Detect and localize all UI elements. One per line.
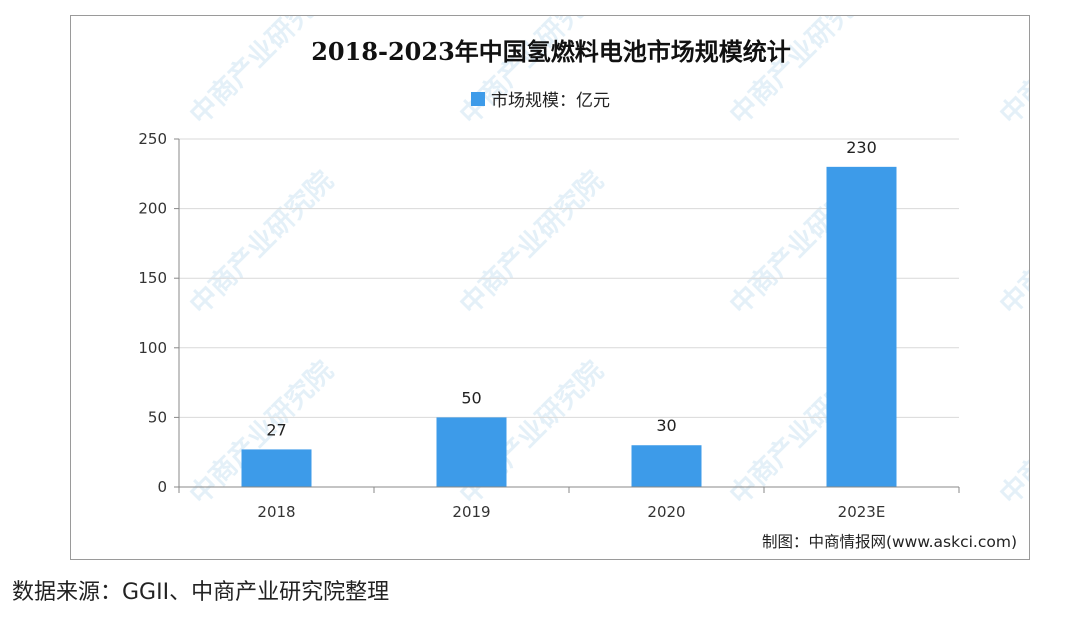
y-tick-label: 200 (138, 200, 167, 218)
y-tick-label: 0 (157, 478, 167, 496)
legend-label: 市场规模：亿元 (491, 91, 610, 111)
y-tick-label: 150 (138, 269, 167, 287)
y-tick-label: 250 (138, 130, 167, 148)
legend-swatch (471, 92, 485, 106)
data-label: 230 (846, 138, 877, 157)
watermark-text: 中商产业研究院 (453, 16, 609, 131)
x-tick-label: 2018 (257, 503, 295, 521)
source-note: 数据来源：GGII、中商产业研究院整理 (12, 580, 390, 605)
watermark-text: 中商产业研究院 (993, 16, 1030, 131)
watermark-text: 中商产业研究院 (183, 355, 339, 511)
bar-2023E (826, 166, 897, 487)
axes (178, 139, 960, 493)
legend: 市场规模：亿元 (471, 91, 610, 111)
bar-2019 (436, 417, 507, 487)
data-label: 30 (656, 416, 676, 435)
watermark-text: 中商产业研究院 (993, 165, 1030, 321)
watermark-text: 中商产业研究院 (183, 16, 339, 131)
y-tick-label: 50 (148, 408, 167, 426)
watermark-text: 中商产业研究院 (723, 16, 879, 131)
x-tick-label: 2023E (838, 503, 886, 521)
chart-credit: 制图：中商情报网(www.askci.com) (762, 533, 1017, 551)
labels: 0 50 100 150 200 250 27 2018 50 2019 30 2020 230 2023… (138, 130, 885, 521)
watermark-text: 中商产业研究院 (993, 355, 1030, 511)
bar-2020 (631, 445, 702, 487)
x-tick-label: 2020 (647, 503, 685, 521)
data-label: 27 (266, 420, 286, 439)
watermark-text: 中商产业研究院 (183, 165, 339, 321)
watermark-text: 中商产业研究院 (453, 165, 609, 321)
data-label: 50 (461, 388, 481, 407)
y-tick-label: 100 (138, 339, 167, 357)
x-tick-label: 2019 (452, 503, 490, 521)
bars (241, 166, 897, 487)
bar-2018 (241, 449, 312, 487)
chart-frame: 中商产业研究院 中商产业研究院 中商产业研究院 中商产业研究院 中商产业研究院 中商产业研… (70, 15, 1030, 560)
chart-title: 2018-2023年中国氢燃料电池市场规模统计 (311, 37, 791, 66)
